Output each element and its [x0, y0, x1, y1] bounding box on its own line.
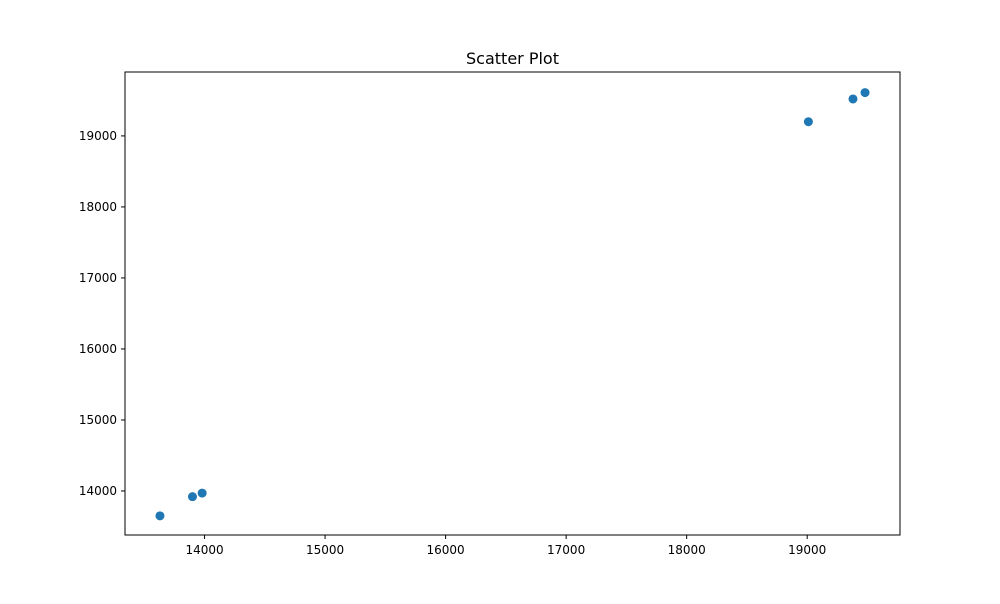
data-points: [155, 88, 870, 521]
x-tick-label-2: 16000: [427, 543, 465, 557]
data-point-0-0: [155, 511, 165, 521]
x-tick-label-5: 19000: [788, 543, 826, 557]
y-axis: 14000 15000 16000 17000 18000 19000: [79, 129, 125, 498]
x-tick-label-3: 17000: [547, 543, 585, 557]
x-axis: 14000 15000 16000 17000 18000 19000: [185, 535, 826, 557]
y-tick-label-3: 17000: [79, 271, 117, 285]
y-tick-label-5: 19000: [79, 129, 117, 143]
x-tick-label-1: 15000: [306, 543, 344, 557]
y-tick-label-4: 18000: [79, 200, 117, 214]
data-point-0-4: [848, 94, 858, 104]
data-point-0-2: [197, 488, 207, 498]
y-tick-label-0: 14000: [79, 484, 117, 498]
x-tick-label-0: 14000: [185, 543, 223, 557]
chart-title: Scatter Plot: [466, 49, 559, 68]
plot-frame: [124, 71, 901, 536]
y-tick-label-1: 15000: [79, 413, 117, 427]
data-point-0-3: [803, 117, 813, 127]
data-point-0-5: [860, 88, 870, 98]
x-tick-label-4: 18000: [668, 543, 706, 557]
data-point-0-1: [187, 492, 197, 502]
y-tick-label-2: 16000: [79, 342, 117, 356]
